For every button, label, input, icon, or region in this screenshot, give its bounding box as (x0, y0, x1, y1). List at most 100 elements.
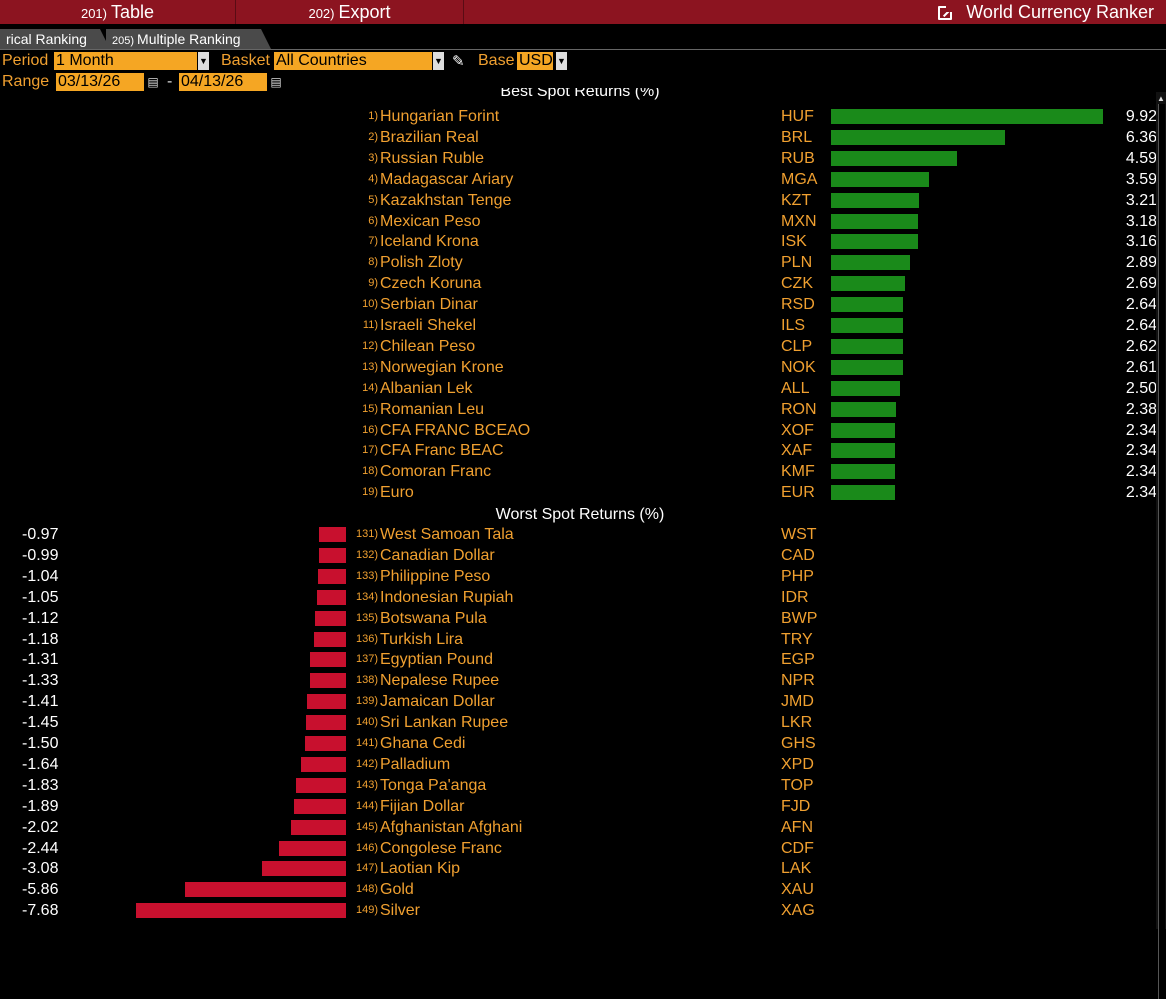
best-row[interactable]: 13) Norwegian Krone NOK 2.61 (0, 357, 1166, 378)
best-row[interactable]: 4) Madagascar Ariary MGA 3.59 (0, 169, 1166, 190)
base-select[interactable]: USD (517, 52, 553, 70)
currency-name[interactable]: Gold (380, 881, 414, 899)
best-row[interactable]: 14) Albanian Lek ALL 2.50 (0, 378, 1166, 399)
best-row[interactable]: 2) Brazilian Real BRL 6.36 (0, 127, 1166, 148)
best-row[interactable]: 5) Kazakhstan Tenge KZT 3.21 (0, 190, 1166, 211)
best-row[interactable]: 10) Serbian Dinar RSD 2.64 (0, 294, 1166, 315)
worst-row[interactable]: 131) West Samoan Tala WST -0.97 (0, 524, 1166, 545)
currency-code: CZK (781, 275, 813, 293)
currency-name[interactable]: CFA FRANC BCEAO (380, 421, 531, 439)
currency-name[interactable]: Tonga Pa'anga (380, 776, 487, 794)
currency-name[interactable]: Iceland Krona (380, 233, 479, 251)
currency-name[interactable]: Albanian Lek (380, 379, 473, 397)
period-dropdown-icon[interactable]: ▼ (198, 52, 209, 70)
best-row[interactable]: 6) Mexican Peso MXN 3.18 (0, 211, 1166, 232)
currency-name[interactable]: Israeli Shekel (380, 317, 477, 334)
currency-name[interactable]: Fijian Dollar (380, 797, 465, 815)
worst-row[interactable]: 149) Silver XAG -7.68 (0, 900, 1166, 921)
best-row[interactable]: 15) Romanian Leu RON 2.38 (0, 399, 1166, 420)
currency-name[interactable]: Romanian Leu (380, 400, 485, 418)
best-row[interactable]: 1) Hungarian Forint HUF 9.92 (0, 106, 1166, 127)
best-row[interactable]: 12) Chilean Peso CLP 2.62 (0, 336, 1166, 357)
export-button[interactable]: 202) Export (236, 0, 464, 24)
worst-row[interactable]: 136) Turkish Lira TRY -1.18 (0, 629, 1166, 650)
currency-name[interactable]: Jamaican Dollar (380, 693, 495, 711)
range-end-input[interactable]: 04/13/26 (179, 73, 267, 91)
currency-name[interactable]: West Samoan Tala (380, 526, 514, 543)
worst-row[interactable]: 147) Laotian Kip LAK -3.08 (0, 858, 1166, 879)
currency-name[interactable]: Philippine Peso (380, 567, 491, 585)
currency-name[interactable]: CFA Franc BEAC (380, 442, 504, 460)
currency-name[interactable]: Hungarian Forint (380, 108, 500, 125)
currency-name[interactable]: Nepalese Rupee (380, 672, 500, 690)
return-bar (315, 610, 346, 626)
best-row[interactable]: 17) CFA Franc BEAC XAF 2.34 (0, 440, 1166, 461)
currency-name[interactable]: Egyptian Pound (380, 651, 493, 669)
best-row[interactable]: 19) Euro EUR 2.34 (0, 482, 1166, 503)
worst-row[interactable]: 148) Gold XAU -5.86 (0, 879, 1166, 900)
tab-historical-ranking[interactable]: rical Ranking (0, 29, 110, 49)
calendar-icon[interactable]: ▤ (147, 75, 159, 89)
currency-name[interactable]: Kazakhstan Tenge (380, 191, 512, 209)
best-row[interactable]: 9) Czech Koruna CZK 2.69 (0, 273, 1166, 294)
best-row[interactable]: 11) Israeli Shekel ILS 2.64 (0, 315, 1166, 336)
period-select[interactable]: 1 Month (54, 52, 197, 70)
best-row[interactable]: 16) CFA FRANC BCEAO XOF 2.34 (0, 420, 1166, 441)
scrollbar-thumb[interactable] (1158, 104, 1165, 999)
worst-row[interactable]: 144) Fijian Dollar FJD -1.89 (0, 796, 1166, 817)
worst-row[interactable]: 141) Ghana Cedi GHS -1.50 (0, 733, 1166, 754)
worst-row[interactable]: 146) Congolese Franc CDF -2.44 (0, 838, 1166, 859)
worst-row[interactable]: 139) Jamaican Dollar JMD -1.41 (0, 691, 1166, 712)
currency-name[interactable]: Euro (380, 484, 414, 502)
currency-name[interactable]: Ghana Cedi (380, 735, 466, 752)
worst-row[interactable]: 143) Tonga Pa'anga TOP -1.83 (0, 775, 1166, 796)
worst-row[interactable]: 134) Indonesian Rupiah IDR -1.05 (0, 587, 1166, 608)
best-row[interactable]: 8) Polish Zloty PLN 2.89 (0, 252, 1166, 273)
base-dropdown-icon[interactable]: ▼ (556, 52, 567, 70)
return-value: 9.92 (1125, 108, 1157, 125)
vertical-scrollbar[interactable]: ▲ (1156, 92, 1166, 999)
currency-name[interactable]: Russian Ruble (380, 149, 485, 167)
best-row[interactable]: 7) Iceland Krona ISK 3.16 (0, 231, 1166, 252)
currency-name[interactable]: Chilean Peso (380, 337, 476, 355)
currency-name[interactable]: Brazilian Real (380, 128, 479, 146)
currency-name[interactable]: Palladium (380, 755, 451, 773)
worst-row[interactable]: 142) Palladium XPD -1.64 (0, 754, 1166, 775)
calendar-icon[interactable]: ▤ (270, 75, 282, 89)
worst-row[interactable]: 135) Botswana Pula BWP -1.12 (0, 608, 1166, 629)
currency-name[interactable]: Madagascar Ariary (380, 170, 514, 188)
currency-name[interactable]: Polish Zloty (380, 254, 463, 272)
best-row[interactable]: 18) Comoran Franc KMF 2.34 (0, 461, 1166, 482)
worst-row[interactable]: 145) Afghanistan Afghani AFN -2.02 (0, 817, 1166, 838)
currency-name[interactable]: Sri Lankan Rupee (380, 714, 509, 732)
basket-select[interactable]: All Countries (274, 52, 432, 70)
worst-row[interactable]: 137) Egyptian Pound EGP -1.31 (0, 649, 1166, 670)
currency-name[interactable]: Silver (380, 902, 421, 920)
basket-dropdown-icon[interactable]: ▼ (433, 52, 444, 70)
currency-name[interactable]: Czech Koruna (380, 275, 482, 293)
currency-name[interactable]: Laotian Kip (380, 860, 461, 878)
table-button[interactable]: 201) Table (0, 0, 236, 24)
currency-name[interactable]: Afghanistan Afghani (380, 818, 523, 836)
window-title[interactable]: World Currency Ranker (938, 0, 1154, 24)
currency-name[interactable]: Canadian Dollar (380, 546, 495, 564)
currency-code: IDR (781, 588, 809, 606)
currency-name[interactable]: Serbian Dinar (380, 296, 478, 314)
pencil-icon[interactable]: ✎ (452, 53, 465, 70)
currency-name[interactable]: Norwegian Krone (380, 358, 504, 376)
currency-name[interactable]: Congolese Franc (380, 839, 502, 857)
currency-name[interactable]: Comoran Franc (380, 463, 492, 481)
currency-name[interactable]: Mexican Peso (380, 212, 481, 230)
currency-name[interactable]: Botswana Pula (380, 609, 487, 627)
currency-name[interactable]: Indonesian Rupiah (380, 588, 514, 606)
worst-row[interactable]: 138) Nepalese Rupee NPR -1.33 (0, 670, 1166, 691)
worst-row[interactable]: 132) Canadian Dollar CAD -0.99 (0, 545, 1166, 566)
scroll-up-icon[interactable]: ▲ (1157, 94, 1165, 103)
tab-multiple-ranking[interactable]: 205) Multiple Ranking (106, 29, 271, 49)
currency-name[interactable]: Turkish Lira (380, 630, 463, 648)
best-row[interactable]: 3) Russian Ruble RUB 4.59 (0, 148, 1166, 169)
range-start-input[interactable]: 03/13/26 (56, 73, 144, 91)
popout-icon[interactable] (938, 5, 954, 20)
worst-row[interactable]: 133) Philippine Peso PHP -1.04 (0, 566, 1166, 587)
worst-row[interactable]: 140) Sri Lankan Rupee LKR -1.45 (0, 712, 1166, 733)
